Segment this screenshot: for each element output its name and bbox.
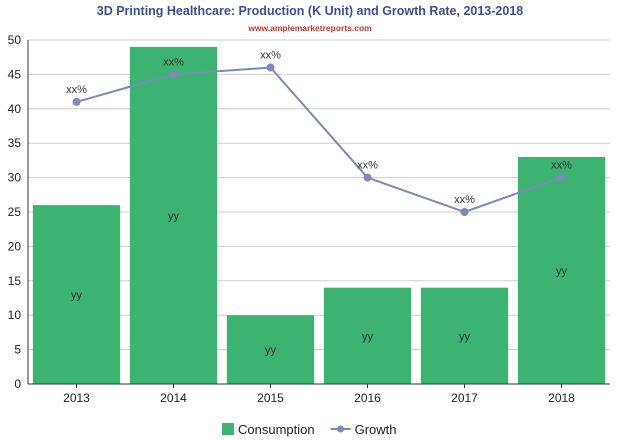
consumption-bar: [129, 46, 218, 384]
consumption-bar: [420, 287, 509, 384]
bar-data-label: yy: [459, 331, 471, 343]
y-tick-label: 0: [14, 377, 21, 391]
bar-data-label: yy: [265, 345, 277, 357]
y-tick-label: 35: [8, 136, 22, 150]
growth-data-label: xx%: [260, 50, 281, 62]
gridlines: [28, 39, 610, 385]
y-tick-label: 15: [8, 274, 22, 288]
growth-point: [266, 63, 275, 72]
growth-point: [72, 97, 81, 106]
y-tick-label: 45: [8, 67, 22, 81]
y-tick-label: 25: [8, 205, 22, 219]
bar-data-label: yy: [71, 290, 83, 302]
growth-data-label: xx%: [551, 160, 572, 172]
chart-title: 3D Printing Healthcare: Production (K Un…: [97, 4, 524, 18]
y-tick-label: 30: [8, 171, 22, 185]
x-tick-label: 2018: [548, 391, 575, 405]
consumption-bar: [517, 156, 606, 384]
growth-data-label: xx%: [66, 84, 87, 96]
consumption-bar: [32, 205, 121, 384]
legend: Consumption Growth: [222, 422, 397, 437]
growth-point: [363, 173, 372, 182]
growth-line-series: [72, 63, 566, 216]
consumption-bars: [32, 46, 606, 384]
x-tick-label: 2014: [160, 391, 187, 405]
growth-line: [76, 66, 562, 214]
data-labels: yy yy yy yy yy yy xx% xx% xx% xx% xx% xx%: [66, 50, 572, 357]
x-tick-label: 2017: [451, 391, 478, 405]
growth-data-label: xx%: [163, 56, 184, 68]
legend-label: Growth: [355, 422, 397, 437]
growth-point: [557, 173, 566, 182]
growth-data-label: xx%: [357, 160, 378, 172]
y-tick-label: 5: [14, 343, 21, 357]
consumption-bar: [226, 315, 315, 384]
growth-point: [169, 70, 178, 79]
growth-point: [460, 208, 469, 216]
x-tick-label: 2016: [354, 391, 381, 405]
source-watermark: www.amplemarketreports.com: [247, 23, 372, 33]
legend-swatch-growth-point: [337, 425, 345, 433]
y-tick-label: 50: [8, 33, 22, 47]
legend-label: Consumption: [238, 422, 315, 437]
bar-data-label: yy: [168, 210, 180, 222]
y-tick-label: 40: [8, 102, 22, 116]
growth-data-label: xx%: [454, 194, 475, 206]
axes: 0 5 10 15 20 25 30 35 40 45 50 2013 2014 2015 2016 2017…: [8, 33, 610, 405]
bar-data-label: yy: [362, 331, 374, 343]
y-tick-label: 20: [8, 239, 22, 253]
x-tick-label: 2015: [257, 391, 284, 405]
bar-data-label: yy: [556, 265, 568, 277]
legend-swatch-consumption: [222, 423, 234, 435]
x-tick-label: 2013: [63, 391, 90, 405]
consumption-bar: [323, 287, 412, 384]
y-tick-label: 10: [8, 308, 22, 322]
